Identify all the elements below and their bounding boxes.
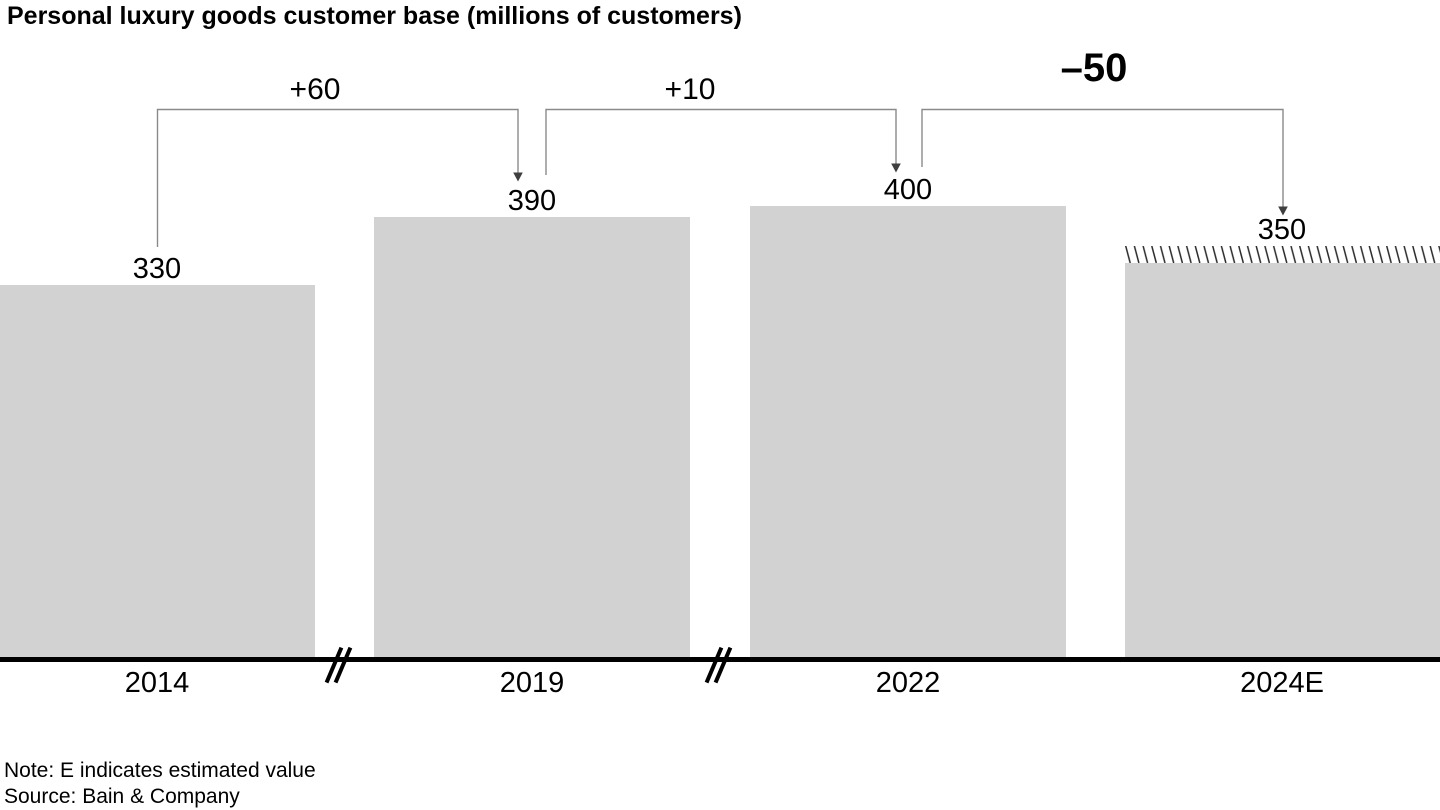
value-label-2014: 330 xyxy=(132,253,182,286)
arrowhead-down-icon xyxy=(513,172,523,182)
arrowhead-down-icon xyxy=(891,163,901,173)
value-label-2024e: 350 xyxy=(1257,213,1307,246)
delta-label-2019-2022: +10 xyxy=(664,73,716,106)
estimated-hatch-pattern xyxy=(1125,245,1440,263)
note-line: Note: E indicates estimated value xyxy=(4,759,316,782)
delta-label-2014-2019: +60 xyxy=(289,73,341,106)
value-label-2022: 400 xyxy=(883,173,933,206)
arrow-change-2019-2022 xyxy=(545,108,901,175)
delta-label-2022-2024e: –50 xyxy=(1060,46,1128,90)
source-line: Source: Bain & Company xyxy=(4,784,240,808)
bar-2024e xyxy=(1125,262,1440,660)
bar-2019 xyxy=(374,217,690,660)
footnotes: Note: E indicates estimated value Source… xyxy=(4,758,316,809)
value-label-2019: 390 xyxy=(507,185,557,218)
arrow-change-2022-2024e xyxy=(921,108,1288,216)
category-label-2019: 2019 xyxy=(499,667,565,699)
chart-title: Personal luxury goods customer base (mil… xyxy=(7,2,742,30)
bar-2014 xyxy=(0,285,315,660)
bar-2022 xyxy=(750,205,1066,660)
category-label-2024e: 2024E xyxy=(1240,667,1324,699)
category-label-2014: 2014 xyxy=(124,667,190,699)
category-label-2022: 2022 xyxy=(875,667,941,699)
x-axis-line xyxy=(0,657,1440,662)
